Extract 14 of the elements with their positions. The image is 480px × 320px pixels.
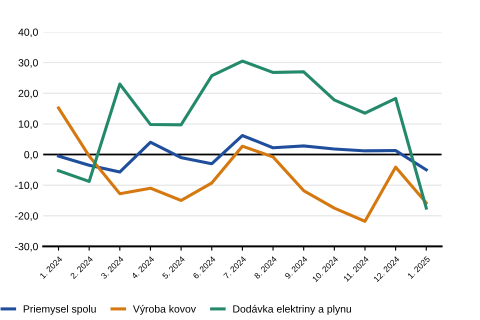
line-series <box>56 60 428 210</box>
y-tick-label: -10,0 <box>15 182 38 190</box>
legend-label: Priemysel spolu <box>24 305 96 315</box>
y-tick-label: 20,0 <box>18 90 38 98</box>
line-series <box>56 106 428 223</box>
y-tick-label: 30,0 <box>18 59 38 68</box>
legend-label: Dodávka elektriny a plynu <box>233 304 352 315</box>
legend-label: Výroba kovov <box>132 304 196 315</box>
y-tick-label: 40,0 <box>18 28 38 38</box>
y-tick-label: -30,0 <box>15 242 38 252</box>
y-tick-label: 0,0 <box>24 151 38 160</box>
line-series <box>56 134 428 174</box>
y-tick-label: -20,0 <box>15 212 38 221</box>
y-tick-label: 10,0 <box>18 120 38 129</box>
